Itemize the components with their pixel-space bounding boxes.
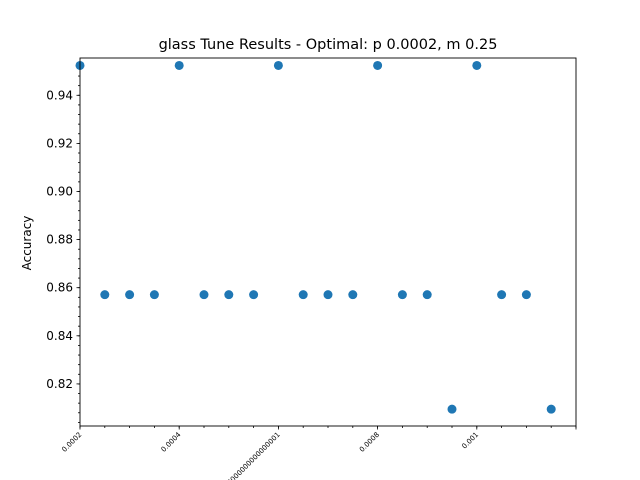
y-axis-label: Accuracy (20, 216, 34, 271)
y-tick-label: 0.84 (46, 329, 73, 343)
y-tick-label: 0.90 (46, 184, 73, 198)
data-point (472, 60, 482, 70)
data-point (397, 290, 407, 300)
data-point (249, 290, 259, 300)
minor-ticks (78, 66, 577, 428)
y-tick-label: 0.86 (46, 281, 73, 295)
data-point (125, 290, 135, 300)
x-tick-label: 0.0006000000000000001 (212, 431, 282, 480)
y-tick-label: 0.94 (46, 88, 73, 102)
chart-title: glass Tune Results - Optimal: p 0.0002, … (159, 37, 498, 53)
data-point (100, 290, 110, 300)
x-tick-label: 0.0008 (358, 431, 381, 454)
data-point (546, 404, 556, 414)
y-tick-label: 0.88 (46, 233, 73, 247)
y-axis: 0.82 0.84 0.86 0.88 0.90 0.92 0.94 (46, 88, 80, 391)
data-point (497, 290, 507, 300)
x-axis: 0.0002 0.0004 0.0006000000000000001 0.0008 0… (60, 426, 577, 480)
y-tick-label: 0.92 (46, 136, 73, 150)
y-tick-label: 0.82 (46, 377, 73, 391)
data-point (422, 290, 432, 300)
data-point (174, 60, 184, 70)
data-point (298, 290, 308, 300)
data-point (149, 290, 159, 300)
data-point (323, 290, 333, 300)
data-point (224, 290, 234, 300)
data-point (373, 60, 383, 70)
x-tick-label: 0.0004 (160, 430, 183, 453)
data-point (199, 290, 209, 300)
data-point (447, 404, 457, 414)
data-point (521, 290, 531, 300)
data-points (75, 60, 556, 414)
x-tick-label: 0.001 (460, 431, 480, 451)
x-tick-label: 0.0002 (60, 431, 83, 454)
plot-frame (79, 57, 577, 427)
data-point (348, 290, 358, 300)
data-point (273, 60, 283, 70)
